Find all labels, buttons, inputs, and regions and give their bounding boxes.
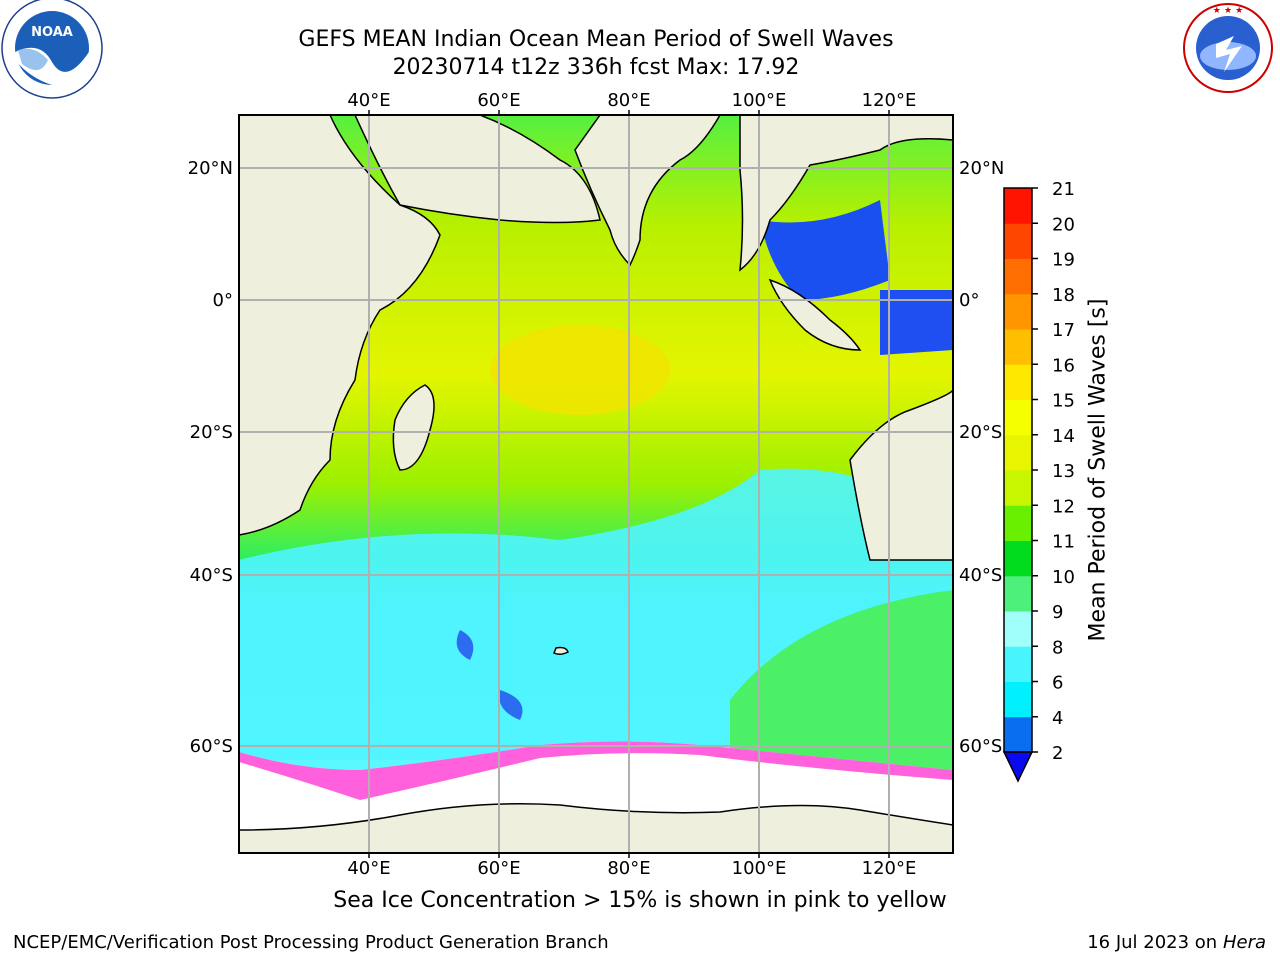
colorbar-bin <box>1004 646 1032 682</box>
swell-green-region <box>730 590 953 780</box>
footer-date-text: 16 Jul 2023 on <box>1087 932 1223 953</box>
colorbar-tick-label: 4 <box>1052 708 1063 729</box>
colorbar-label: Mean Period of Swell Waves [s] <box>1085 298 1111 642</box>
land-sumatra <box>768 278 862 351</box>
colorbar-bin <box>1004 364 1032 400</box>
lon-label-top: 60°E <box>477 90 520 111</box>
colorbar-tick-label: 21 <box>1052 179 1075 200</box>
footer-credit: NCEP/EMC/Verification Post Processing Pr… <box>13 932 609 953</box>
colorbar-tick-label: 9 <box>1052 602 1063 623</box>
colorbar-tick-label: 2 <box>1052 743 1063 764</box>
colorbar-bin <box>1004 188 1032 224</box>
lat-label-right: 0° <box>959 290 979 311</box>
colorbar-bin <box>1004 293 1032 330</box>
colorbar-bin <box>1004 611 1032 647</box>
colorbar-tick-label: 15 <box>1052 391 1075 412</box>
colorbar-tick-label: 14 <box>1052 426 1075 447</box>
colorbar-bin <box>1004 329 1032 365</box>
colorbar-tick-label: 18 <box>1052 285 1075 306</box>
lat-label-right: 20°N <box>959 158 1004 179</box>
lat-label-left: 0° <box>213 290 233 311</box>
lat-label-left: 60°S <box>190 736 233 757</box>
lon-label-bottom: 100°E <box>732 858 787 879</box>
sea-ice-edge <box>239 741 953 800</box>
colorbar-tick-label: 10 <box>1052 567 1075 588</box>
colorbar-tick-label: 16 <box>1052 355 1075 376</box>
noaa-logo: NOAA <box>1 0 103 99</box>
land-antarctica <box>239 803 953 853</box>
land-india <box>574 115 721 267</box>
lon-label-top: 100°E <box>732 90 787 111</box>
lon-label-bottom: 120°E <box>862 858 917 879</box>
lon-label-top: 80°E <box>607 90 650 111</box>
chart-title: GEFS MEAN Indian Ocean Mean Period of Sw… <box>298 27 894 52</box>
lat-label-right: 20°S <box>959 422 1002 443</box>
nws-logo: ★ ★ ★ <box>1183 3 1273 93</box>
colorbar-bin <box>1004 223 1032 259</box>
colorbar-bin <box>1004 575 1032 612</box>
land-masses <box>239 115 953 853</box>
colorbar: 2 4 6 8 9 10 11 12 13 14 15 16 17 18 19 20 21 <box>1002 179 1075 783</box>
lon-label-bottom: 60°E <box>477 858 520 879</box>
colorbar-bin <box>1004 434 1032 471</box>
colorbar-bin <box>1004 681 1032 718</box>
colorbar-bin <box>1004 716 1032 753</box>
colorbar-tick-label: 6 <box>1052 673 1063 694</box>
lon-label-bottom: 80°E <box>607 858 650 879</box>
lon-label-top: 40°E <box>347 90 390 111</box>
colorbar-bin <box>1004 540 1032 577</box>
lat-label-left: 40°S <box>190 565 233 586</box>
colorbar-tick-label: 13 <box>1052 461 1075 482</box>
map-frame <box>238 114 954 854</box>
map-plot-area <box>239 115 953 853</box>
colorbar-bin <box>1004 399 1032 436</box>
swell-yellow-core <box>490 325 670 415</box>
colorbar-bin <box>1004 258 1032 295</box>
lat-label-left: 20°N <box>188 158 233 179</box>
land-kerguelen <box>553 646 569 656</box>
svg-text:★ ★ ★: ★ ★ ★ <box>1213 6 1243 16</box>
sea-ice-caption: Sea Ice Concentration > 15% is shown in … <box>333 888 947 913</box>
lat-label-right: 60°S <box>959 736 1002 757</box>
land-southeast-asia <box>739 115 953 272</box>
map-gridlines <box>239 115 953 853</box>
land-madagascar <box>392 384 435 471</box>
colorbar-tick-label: 17 <box>1052 320 1075 341</box>
swell-blue-indonesia <box>880 290 953 355</box>
noaa-logo-text: NOAA <box>31 25 73 40</box>
footer-date: 16 Jul 2023 on Hera <box>1087 932 1266 953</box>
colorbar-tick-label: 8 <box>1052 637 1063 658</box>
lon-label-bottom: 40°E <box>347 858 390 879</box>
colorbar-tick-label: 20 <box>1052 214 1075 235</box>
footer-host: Hera <box>1222 932 1266 953</box>
colorbar-tick-label: 19 <box>1052 250 1075 271</box>
colorbar-extend-min <box>1002 751 1034 783</box>
colorbar-tick-label: 12 <box>1052 496 1075 517</box>
swell-blue-south-china-sea <box>760 200 890 300</box>
chart-subtitle: 20230714 t12z 336h fcst Max: 17.92 <box>392 55 800 80</box>
lat-label-left: 20°S <box>190 422 233 443</box>
lat-label-right: 40°S <box>959 565 1002 586</box>
colorbar-bin <box>1004 505 1032 541</box>
colorbar-tick-label: 11 <box>1052 532 1075 553</box>
lon-label-top: 120°E <box>862 90 917 111</box>
colorbar-bin <box>1004 470 1032 506</box>
